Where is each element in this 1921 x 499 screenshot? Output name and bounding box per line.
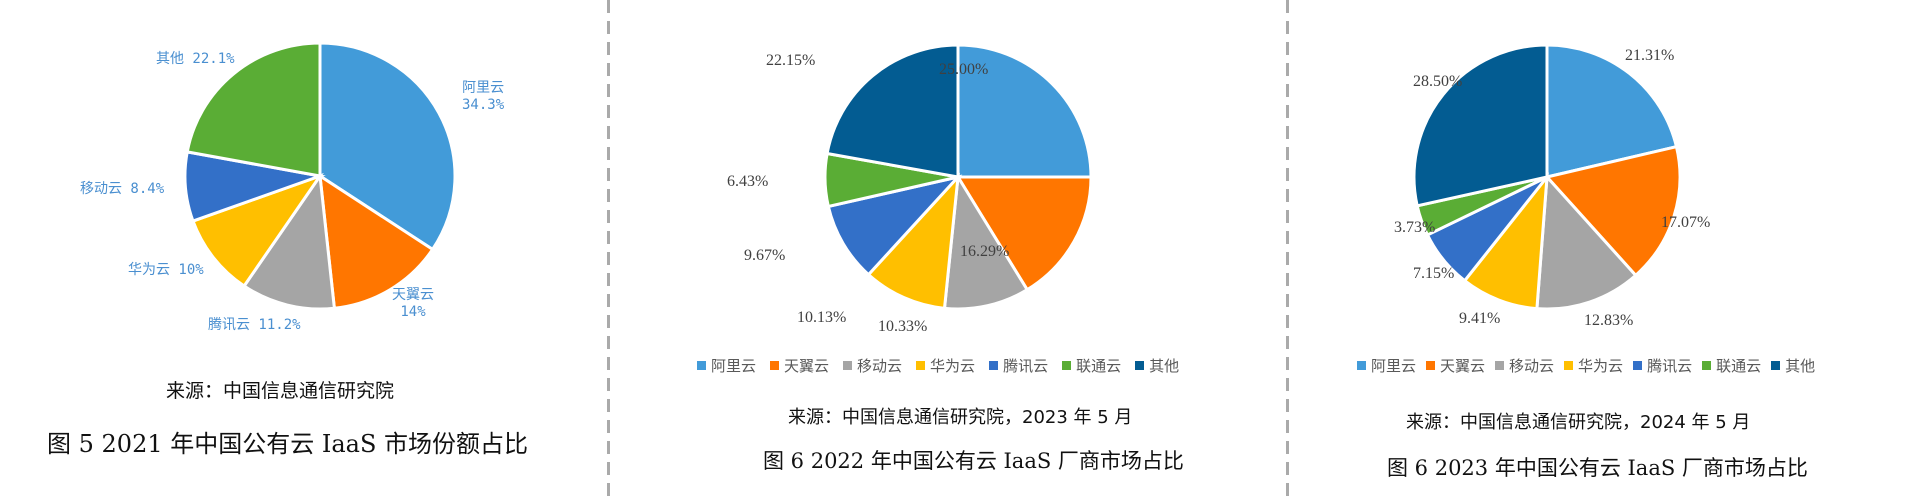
legend-label: 天翼云 xyxy=(784,357,830,375)
data-label-tianyiyun: 17.07% xyxy=(1661,214,1711,231)
data-label-other: 其他 22.1% xyxy=(156,51,235,67)
pie-slice-3 xyxy=(866,172,960,310)
legend-item: 腾讯云 xyxy=(989,355,1048,376)
legend-swatch-icon xyxy=(770,361,780,370)
legend-swatch-icon xyxy=(697,361,706,370)
data-label-tencent: 腾讯云 11.2% xyxy=(208,317,301,333)
data-label-other: 28.50% xyxy=(1413,73,1463,90)
data-label-tianyiyun: 天翼云 14% xyxy=(392,287,434,321)
legend-item: 阿里云 xyxy=(1357,355,1416,376)
chart-legend: 阿里云 天翼云 移动云 华为云 腾讯云 联通云 其他 xyxy=(697,355,1179,376)
legend-label: 华为云 xyxy=(930,357,976,375)
legend-item: 阿里云 xyxy=(697,355,756,376)
data-label-huawei: 华为云 10% xyxy=(128,262,204,278)
legend-item: 联通云 xyxy=(1062,355,1121,376)
chart-panel-2023: 21.31% 17.07% 12.83% 9.41% 7.15% 3.73% 2… xyxy=(1289,0,1921,499)
legend-label: 联通云 xyxy=(1716,357,1762,375)
legend-swatch-icon xyxy=(1357,361,1366,370)
pie-chart-2021 xyxy=(183,41,457,311)
pie-slice-3 xyxy=(1462,172,1549,311)
data-label-huawei: 9.41% xyxy=(1459,310,1501,327)
label-value: 14% xyxy=(400,303,426,320)
data-label-tencent: 7.15% xyxy=(1413,265,1455,282)
pie-slice-4 xyxy=(826,174,963,277)
legend-label: 移动云 xyxy=(857,357,903,375)
legend-label: 联通云 xyxy=(1076,357,1122,375)
chart-panel-2022: 25.00% 16.29% 10.33% 10.13% 9.67% 6.43% … xyxy=(610,0,1288,499)
label-value: 34.3% xyxy=(462,96,505,113)
pie-slice-2 xyxy=(242,171,337,311)
pie-slice-1 xyxy=(1544,144,1682,278)
legend-item: 移动云 xyxy=(1495,355,1554,376)
data-label-mobile: 10.33% xyxy=(878,318,928,335)
pie-chart-2022 xyxy=(823,43,1093,311)
data-label-aliyun: 21.31% xyxy=(1625,47,1675,64)
legend-swatch-icon xyxy=(1426,361,1436,370)
legend-swatch-icon xyxy=(1564,361,1574,370)
legend-label: 阿里云 xyxy=(711,357,757,375)
legend-label: 其他 xyxy=(1149,357,1180,375)
chart-panel-2021: 阿里云 34.3% 天翼云 14% 腾讯云 11.2% 华为云 10% 移动云 … xyxy=(0,0,609,499)
legend-label: 腾讯云 xyxy=(1003,357,1049,375)
chart-caption: 图 5 2021 年中国公有云 IaaS 市场份额占比 xyxy=(47,430,529,458)
data-label-other: 22.15% xyxy=(766,52,816,69)
data-label-tianyiyun: 16.29% xyxy=(960,243,1010,260)
pie-slice-5 xyxy=(185,41,322,178)
data-label-huawei: 10.13% xyxy=(797,309,847,326)
pie-slice-2 xyxy=(942,172,1030,311)
data-label-unicom: 3.73% xyxy=(1394,219,1436,236)
pie-slice-2 xyxy=(1535,173,1638,311)
pie-chart-2023 xyxy=(1412,43,1682,311)
legend-swatch-icon xyxy=(1135,361,1145,370)
data-label-mobile: 12.83% xyxy=(1584,312,1634,329)
pie-slice-0 xyxy=(956,43,1093,179)
legend-item: 腾讯云 xyxy=(1633,355,1692,376)
chart-source: 来源：中国信息通信研究院 xyxy=(166,380,395,402)
label-name: 阿里云 xyxy=(462,80,505,96)
legend-swatch-icon xyxy=(843,361,853,370)
legend-swatch-icon xyxy=(1702,361,1712,370)
legend-label: 移动云 xyxy=(1509,357,1555,375)
pie-slice-1 xyxy=(318,173,435,310)
data-label-mobile: 移动云 8.4% xyxy=(80,181,165,197)
legend-swatch-icon xyxy=(1771,361,1781,370)
data-label-unicom: 6.43% xyxy=(727,173,769,190)
legend-label: 其他 xyxy=(1785,357,1816,375)
data-label-aliyun: 阿里云 34.3% xyxy=(462,80,504,114)
legend-item: 其他 xyxy=(1771,355,1815,376)
legend-item: 华为云 xyxy=(1564,355,1623,376)
legend-swatch-icon xyxy=(1062,361,1072,370)
legend-item: 天翼云 xyxy=(1426,355,1485,376)
pie-slice-0 xyxy=(1545,43,1679,179)
legend-label: 腾讯云 xyxy=(1647,357,1693,375)
chart-caption: 图 6 2023 年中国公有云 IaaS 厂商市场占比 xyxy=(1387,456,1808,480)
dashed-divider-right xyxy=(1286,0,1289,499)
legend-item: 天翼云 xyxy=(770,355,829,376)
dashed-divider-left xyxy=(607,0,610,499)
chart-source: 来源：中国信息通信研究院，2023 年 5 月 xyxy=(788,407,1133,428)
legend-swatch-icon xyxy=(989,361,999,370)
pie-slice-6 xyxy=(825,43,960,179)
legend-label: 阿里云 xyxy=(1371,357,1417,375)
legend-item: 华为云 xyxy=(916,355,975,376)
data-label-aliyun: 25.00% xyxy=(939,61,989,78)
pie-slice-6 xyxy=(1412,43,1549,208)
data-label-tencent: 9.67% xyxy=(744,247,786,264)
legend-item: 联通云 xyxy=(1702,355,1761,376)
chart-caption: 图 6 2022 年中国公有云 IaaS 厂商市场占比 xyxy=(763,449,1184,473)
legend-swatch-icon xyxy=(1633,361,1643,370)
legend-swatch-icon xyxy=(1495,361,1505,370)
legend-label: 天翼云 xyxy=(1440,357,1486,375)
pie-slice-1 xyxy=(955,175,1093,292)
chart-legend: 阿里云 天翼云 移动云 华为云 腾讯云 联通云 其他 xyxy=(1357,355,1815,376)
label-name: 天翼云 xyxy=(392,287,434,303)
legend-item: 移动云 xyxy=(843,355,902,376)
legend-item: 其他 xyxy=(1135,355,1179,376)
chart-source: 来源：中国信息通信研究院，2024 年 5 月 xyxy=(1406,412,1751,433)
legend-swatch-icon xyxy=(916,361,926,370)
pie-slice-3 xyxy=(191,173,324,289)
legend-label: 华为云 xyxy=(1578,357,1624,375)
